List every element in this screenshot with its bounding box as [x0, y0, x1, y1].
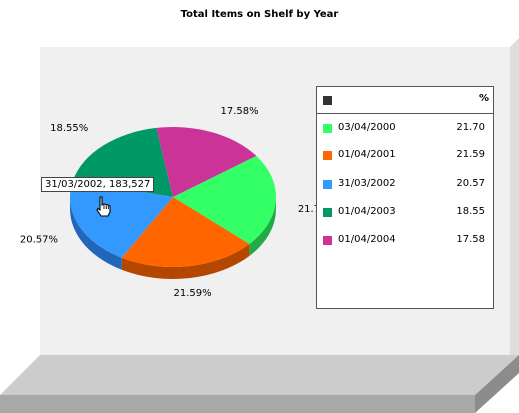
legend-label: 01/04/2001	[338, 149, 396, 160]
legend-swatch	[323, 236, 332, 245]
legend-label: 01/04/2003	[338, 206, 396, 217]
legend-header-percent: %	[478, 93, 489, 104]
legend-label: 03/04/2000	[338, 122, 396, 133]
legend-item: 31/03/2002 20.57	[317, 178, 493, 192]
slice-percent-label: 20.57%	[20, 234, 58, 245]
slice-tooltip: 31/03/2002, 183,527	[41, 177, 155, 192]
legend-swatch	[323, 180, 332, 189]
legend-value: 21.59	[456, 149, 485, 160]
plot-wall-side	[510, 38, 519, 355]
chart-title: Total Items on Shelf by Year	[180, 9, 339, 20]
legend-label: 01/04/2004	[338, 234, 396, 245]
slice-percent-label: 17.58%	[221, 106, 259, 117]
legend: % 03/04/2000 21.70 01/04/2001 21.59 31/0…	[316, 86, 494, 309]
legend-label: 31/03/2002	[338, 178, 396, 189]
pie-slice[interactable]	[69, 180, 173, 258]
slice-percent-label: 21.59%	[173, 288, 211, 299]
legend-item: 01/04/2001 21.59	[317, 149, 493, 163]
hand-cursor-icon	[96, 196, 111, 217]
legend-header: %	[317, 87, 493, 114]
legend-item: 01/04/2003 18.55	[317, 206, 493, 220]
floor-side	[475, 355, 519, 413]
legend-value: 20.57	[456, 178, 485, 189]
pie-slice-side	[249, 197, 276, 256]
legend-swatch	[323, 208, 332, 217]
pie-slice-side	[70, 197, 122, 270]
slice-percent-label: 18.55%	[50, 123, 88, 134]
floor-front	[0, 395, 475, 413]
legend-item: 01/04/2004 17.58	[317, 234, 493, 248]
pie-slice[interactable]	[156, 127, 257, 197]
pie-slice[interactable]	[121, 197, 250, 267]
legend-swatch	[323, 151, 332, 160]
pie-slice[interactable]	[173, 155, 276, 244]
floor-top	[0, 355, 519, 395]
pie-slice-side	[121, 243, 250, 279]
legend-item: 03/04/2000 21.70	[317, 122, 493, 136]
legend-value: 17.58	[456, 234, 485, 245]
legend-value: 21.70	[456, 122, 485, 133]
legend-header-swatch	[323, 96, 332, 105]
legend-value: 18.55	[456, 206, 485, 217]
legend-swatch	[323, 124, 332, 133]
